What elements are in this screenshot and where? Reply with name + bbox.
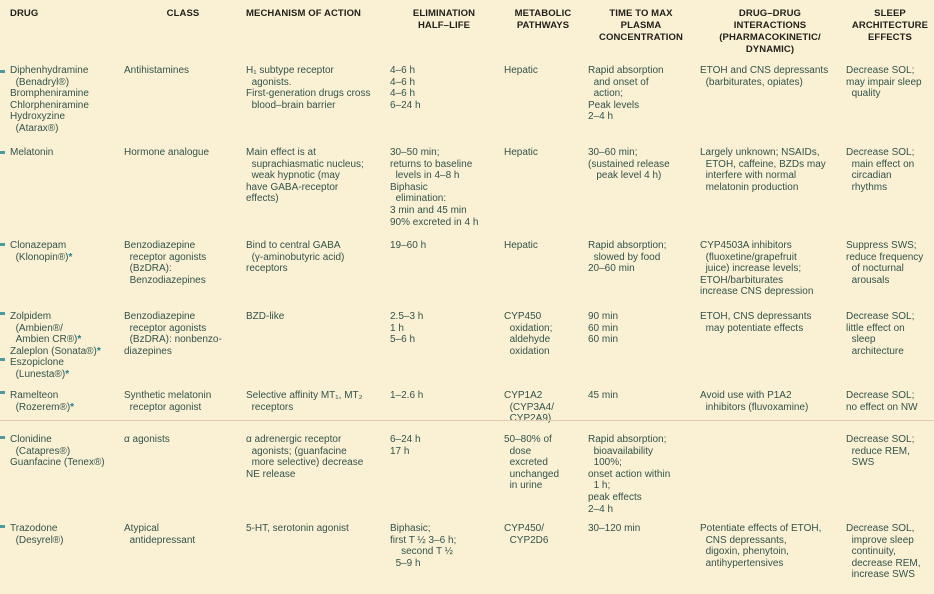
cell-metabolic: Hepatic [504, 240, 538, 251]
page-edge-mark [0, 243, 5, 246]
page-edge-mark [0, 525, 5, 528]
cell-drug: Clonazepam (Klonopin®)* [10, 240, 73, 263]
footnote-asterisk: * [77, 334, 82, 346]
cell-mechanism: H₁ subtype receptor agonists. First-gene… [246, 65, 371, 111]
column-header-sleep: SLEEP ARCHITECTURE EFFECTS [851, 8, 929, 43]
table-row: Melatonin Hormone analogue Main effect is … [0, 144, 934, 237]
cell-interactions: Potentiate effects of ETOH, CNS depressa… [700, 523, 822, 569]
cell-drug: Clonidine (Catapres®) Guanfacine (Tenex®… [10, 434, 105, 469]
page-edge-mark [0, 391, 5, 394]
cell-class: Atypical antidepressant [124, 523, 196, 546]
cell-half_life: 1–2.6 h [390, 390, 424, 401]
cell-class: Synthetic melatonin receptor agonist [124, 390, 212, 413]
cell-half_life: Biphasic; first T ½ 3–6 h; second T ½ 5–… [390, 523, 457, 569]
cell-drug: Zolpidem (Ambien®/ Ambien CR®)* Zaleplon… [10, 311, 101, 380]
footnote-asterisk: * [96, 345, 101, 357]
page-edge-mark [0, 70, 5, 73]
column-header-half_life: ELIMINATION HALF–LIFE [412, 8, 476, 31]
column-header-interactions: DRUG–DRUG INTERACTIONS (PHARMACOKINETIC/… [719, 8, 821, 55]
cell-interactions: ETOH and CNS depressants (barbiturates, … [700, 65, 829, 88]
cell-time_to_max: Rapid absorption; slowed by food 20–60 m… [588, 240, 667, 275]
cell-interactions: CYP4503A inhibitors (fluoxetine/grapefru… [700, 240, 814, 298]
cell-time_to_max: Rapid absorption; bioavailability 100%; … [588, 434, 671, 515]
cell-time_to_max: 90 min 60 min 60 min [588, 311, 619, 346]
column-header-drug: DRUG [10, 8, 39, 19]
cell-mechanism: 5-HT, serotonin agonist [246, 523, 349, 534]
row-divider-line [0, 420, 934, 421]
cell-sleep: Suppress SWS; reduce frequency of noctur… [846, 240, 924, 286]
page-edge-mark [0, 312, 5, 315]
column-header-metabolic: METABOLIC PATHWAYS [514, 8, 572, 31]
page-edge-mark [0, 436, 5, 439]
cell-class: Benzodiazepine receptor agonists (BzDRA)… [124, 240, 207, 286]
column-header-time_to_max: TIME TO MAX PLASMA CONCENTRATION [599, 8, 683, 43]
cell-mechanism: Selective affinity MT₁, MT₂ receptors [246, 390, 363, 413]
cell-class: Antihistamines [124, 65, 190, 76]
cell-class: Benzodiazepine receptor agonists (BzDRA)… [124, 311, 222, 357]
cell-metabolic: CYP450/ CYP2D6 [504, 523, 549, 546]
table-header-row: DRUG CLASS MECHANISM OF ACTION ELIMINATION … [0, 0, 934, 62]
cell-interactions: Largely unknown; NSAIDs, ETOH, caffeine,… [700, 147, 826, 193]
table-row: Clonazepam (Klonopin®)* Benzodiazepine re… [0, 237, 934, 308]
cell-half_life: 19–60 h [390, 240, 427, 251]
cell-half_life: 2.5–3 h 1 h 5–6 h [390, 311, 424, 346]
cell-sleep: Decrease SOL, improve sleep continuity, … [846, 523, 921, 581]
column-header-class: CLASS [166, 8, 200, 19]
footnote-asterisk: * [65, 368, 70, 380]
cell-mechanism: Bind to central GABA (γ-aminobutyric aci… [246, 240, 345, 275]
column-header-mechanism: MECHANISM OF ACTION [246, 8, 362, 19]
table-row: Clonidine (Catapres®) Guanfacine (Tenex®… [0, 431, 934, 520]
cell-half_life: 4–6 h 4–6 h 4–6 h 6–24 h [390, 65, 421, 111]
footnote-asterisk: * [68, 251, 73, 263]
cell-class: α agonists [124, 434, 170, 445]
cell-drug: Melatonin [10, 147, 54, 158]
table-row: Trazodone (Desyrel®) Atypical antidepress… [0, 520, 934, 593]
cell-class: Hormone analogue [124, 147, 210, 158]
cell-drug: Trazodone (Desyrel®) [10, 523, 64, 546]
cell-metabolic: CYP1A2 (CYP3A4/ CYP2A9) [504, 390, 555, 425]
cell-mechanism: BZD-like [246, 311, 285, 322]
cell-drug: Ramelteon (Rozerem®)* [10, 390, 75, 413]
table-row: Ramelteon (Rozerem®)* Synthetic melatonin… [0, 387, 934, 431]
cell-metabolic: CYP450 oxidation; aldehyde oxidation [504, 311, 553, 357]
cell-sleep: Decrease SOL; reduce REM, SWS [846, 434, 915, 469]
cell-half_life: 6–24 h 17 h [390, 434, 421, 457]
cell-time_to_max: Rapid absorption and onset of action; Pe… [588, 65, 664, 123]
table-row: Zolpidem (Ambien®/ Ambien CR®)* Zaleplon… [0, 308, 934, 387]
cell-time_to_max: 30–120 min [588, 523, 641, 534]
footnote-asterisk: * [70, 401, 75, 413]
cell-drug: Diphenhydramine (Benadryl®) Brompheniram… [10, 65, 89, 134]
cell-interactions [694, 431, 840, 520]
page-edge-mark [0, 151, 5, 154]
cell-metabolic: 50–80% of dose excreted unchanged in uri… [504, 434, 560, 492]
cell-sleep: Decrease SOL; may impair sleep quality [846, 65, 922, 100]
table-row: Diphenhydramine (Benadryl®) Brompheniram… [0, 62, 934, 144]
cell-sleep: Decrease SOL; no effect on NW [846, 390, 918, 413]
page-edge-mark [0, 358, 5, 361]
cell-sleep: Decrease SOL; main effect on circadian r… [846, 147, 915, 193]
cell-sleep: Decrease SOL; little effect on sleep arc… [846, 311, 915, 357]
cell-half_life: 30–50 min; returns to baseline levels in… [390, 147, 479, 228]
cell-interactions: Avoid use with P1A2 inhibitors (fluvoxam… [700, 390, 809, 413]
cell-mechanism: α adrenergic receptor agonists; (guanfac… [246, 434, 364, 480]
cell-metabolic: Hepatic [504, 147, 538, 158]
cell-interactions: ETOH, CNS depressants may potentiate eff… [700, 311, 812, 334]
cell-time_to_max: 45 min [588, 390, 619, 401]
cell-mechanism: Main effect is at suprachiasmatic nucleu… [246, 147, 364, 205]
cell-metabolic: Hepatic [504, 65, 538, 76]
cell-time_to_max: 30–60 min; (sustained release peak level… [588, 147, 670, 182]
